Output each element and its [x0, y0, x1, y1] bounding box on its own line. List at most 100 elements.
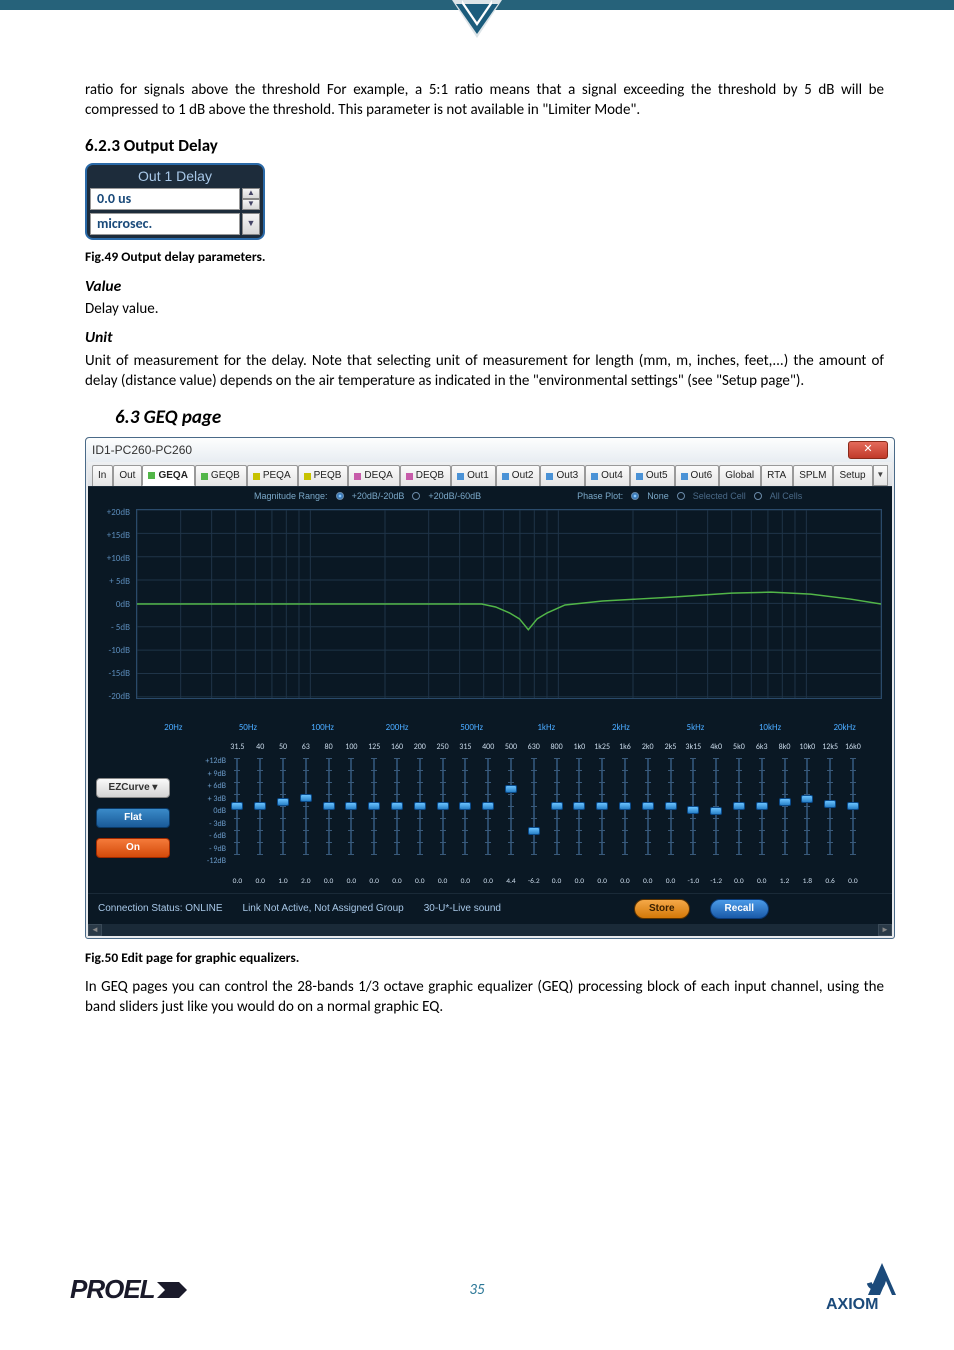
eq-slider[interactable]: [614, 754, 637, 870]
store-button[interactable]: Store: [634, 899, 690, 919]
tab-out6[interactable]: Out6: [675, 465, 720, 487]
slider-thumb[interactable]: [323, 802, 335, 810]
radio-icon[interactable]: [754, 492, 762, 500]
delay-unit-select[interactable]: microsec.: [90, 213, 240, 235]
eq-slider[interactable]: [294, 754, 317, 870]
eq-slider[interactable]: [728, 754, 751, 870]
ezcurve-button[interactable]: EZCurve ▾: [96, 778, 170, 798]
eq-slider[interactable]: [659, 754, 682, 870]
scroll-right-icon[interactable]: ►: [878, 924, 892, 936]
slider-thumb[interactable]: [437, 802, 449, 810]
flat-button[interactable]: Flat: [96, 808, 170, 828]
slider-thumb[interactable]: [254, 802, 266, 810]
slider-thumb[interactable]: [482, 802, 494, 810]
slider-thumb[interactable]: [665, 802, 677, 810]
slider-thumb[interactable]: [505, 785, 517, 793]
slider-thumb[interactable]: [847, 802, 859, 810]
tab-out1[interactable]: Out1: [451, 465, 496, 487]
eq-slider[interactable]: [773, 754, 796, 870]
slider-thumb[interactable]: [710, 807, 722, 815]
recall-button[interactable]: Recall: [710, 899, 769, 919]
slider-thumb[interactable]: [573, 802, 585, 810]
slider-thumb[interactable]: [414, 802, 426, 810]
phase-opt-1[interactable]: Selected Cell: [693, 490, 746, 502]
slider-thumb[interactable]: [596, 802, 608, 810]
eq-slider[interactable]: [454, 754, 477, 870]
eq-slider[interactable]: [500, 754, 523, 870]
radio-icon[interactable]: [412, 492, 420, 500]
eq-slider[interactable]: [522, 754, 545, 870]
eq-slider[interactable]: [477, 754, 500, 870]
tabs-overflow-icon[interactable]: ▼: [873, 465, 888, 487]
tab-deqb[interactable]: DEQB: [400, 465, 451, 487]
eq-slider[interactable]: [249, 754, 272, 870]
eq-slider[interactable]: [636, 754, 659, 870]
radio-icon[interactable]: [677, 492, 685, 500]
chevron-down-icon[interactable]: ▼: [242, 213, 260, 235]
horizontal-scrollbar[interactable]: ◄ ►: [88, 924, 892, 936]
tab-out5[interactable]: Out5: [630, 465, 675, 487]
eq-slider[interactable]: [545, 754, 568, 870]
tab-peqb[interactable]: PEQB: [298, 465, 349, 487]
slider-thumb[interactable]: [733, 802, 745, 810]
eq-slider[interactable]: [796, 754, 819, 870]
slider-thumb[interactable]: [756, 802, 768, 810]
slider-thumb[interactable]: [528, 827, 540, 835]
mag-opt-0[interactable]: +20dB/-20dB: [352, 490, 405, 502]
eq-slider[interactable]: [272, 754, 295, 870]
tab-deqa[interactable]: DEQA: [348, 465, 399, 487]
slider-thumb[interactable]: [551, 802, 563, 810]
tab-splm[interactable]: SPLM: [793, 465, 833, 487]
eq-slider[interactable]: [431, 754, 454, 870]
slider-thumb[interactable]: [687, 806, 699, 814]
slider-thumb[interactable]: [391, 802, 403, 810]
slider-thumb[interactable]: [642, 802, 654, 810]
spinner-down-icon[interactable]: ▼: [242, 199, 260, 210]
eq-slider[interactable]: [568, 754, 591, 870]
tab-out4[interactable]: Out4: [585, 465, 630, 487]
eq-slider[interactable]: [317, 754, 340, 870]
slider-thumb[interactable]: [619, 802, 631, 810]
mag-opt-1[interactable]: +20dB/-60dB: [428, 490, 481, 502]
tab-setup[interactable]: Setup: [833, 465, 872, 487]
eq-slider[interactable]: [682, 754, 705, 870]
eq-slider[interactable]: [842, 754, 865, 870]
tab-in[interactable]: In: [92, 465, 113, 487]
tab-out3[interactable]: Out3: [540, 465, 585, 487]
eq-slider[interactable]: [340, 754, 363, 870]
phase-opt-2[interactable]: All Cells: [770, 490, 803, 502]
slider-thumb[interactable]: [277, 798, 289, 806]
eq-slider[interactable]: [386, 754, 409, 870]
slider-thumb[interactable]: [824, 800, 836, 808]
tab-out2[interactable]: Out2: [496, 465, 541, 487]
tab-geqb[interactable]: GEQB: [195, 465, 247, 487]
delay-value-input[interactable]: 0.0 us: [90, 188, 240, 210]
radio-icon[interactable]: [336, 492, 344, 500]
on-button[interactable]: On: [96, 838, 170, 858]
phase-opt-0[interactable]: None: [647, 490, 669, 502]
eq-slider[interactable]: [408, 754, 431, 870]
delay-value-spinner[interactable]: ▲ ▼: [242, 188, 260, 210]
eq-slider[interactable]: [363, 754, 386, 870]
eq-slider[interactable]: [226, 754, 249, 870]
spinner-up-icon[interactable]: ▲: [242, 188, 260, 199]
slider-thumb[interactable]: [345, 802, 357, 810]
eq-slider[interactable]: [591, 754, 614, 870]
slider-thumb[interactable]: [368, 802, 380, 810]
slider-thumb[interactable]: [459, 802, 471, 810]
slider-thumb[interactable]: [779, 798, 791, 806]
radio-icon[interactable]: [631, 492, 639, 500]
tab-rta[interactable]: RTA: [761, 465, 793, 487]
close-button[interactable]: ✕: [848, 441, 888, 459]
slider-thumb[interactable]: [300, 794, 312, 802]
slider-thumb[interactable]: [801, 795, 813, 803]
slider-thumb[interactable]: [231, 802, 243, 810]
eq-slider[interactable]: [750, 754, 773, 870]
tab-out[interactable]: Out: [113, 465, 142, 487]
tab-geqa[interactable]: GEQA: [142, 465, 194, 487]
tab-peqa[interactable]: PEQA: [247, 465, 298, 487]
tab-global[interactable]: Global: [719, 465, 761, 487]
eq-slider[interactable]: [819, 754, 842, 870]
scroll-left-icon[interactable]: ◄: [88, 924, 102, 936]
eq-slider[interactable]: [705, 754, 728, 870]
